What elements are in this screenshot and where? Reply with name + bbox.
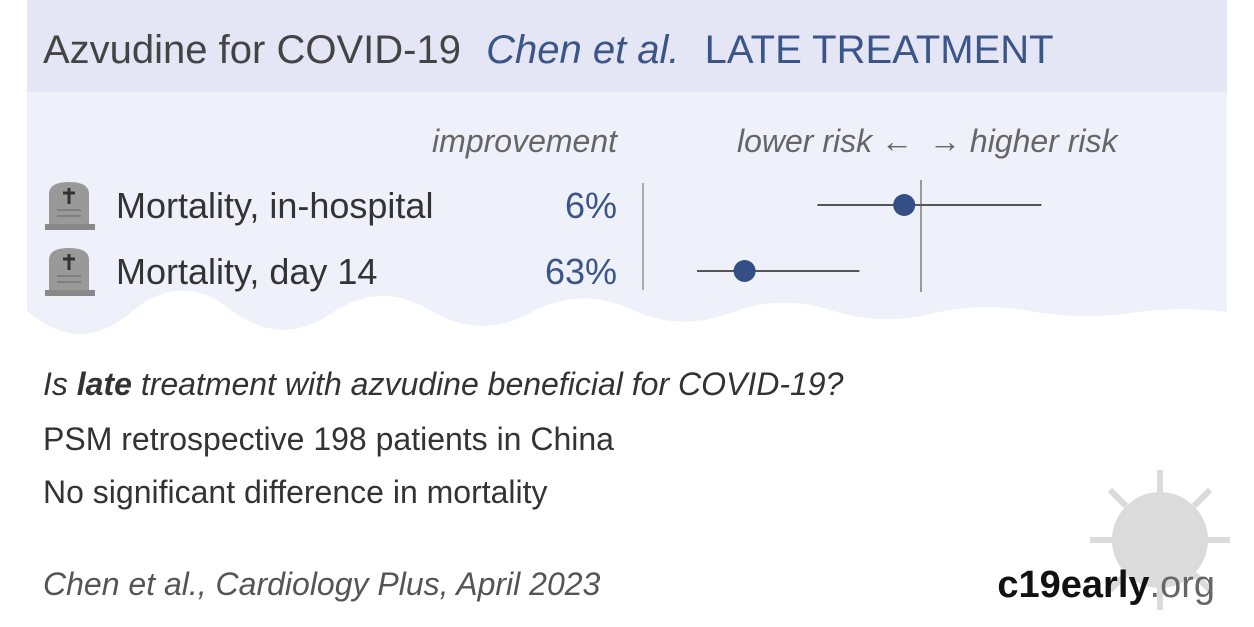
lower-risk-label: lower risk ←	[737, 123, 913, 159]
header-band	[27, 0, 1227, 92]
improvement: 6%	[565, 185, 617, 226]
question-part: Is	[43, 366, 77, 402]
stage: LATE TREATMENT	[705, 28, 1054, 72]
outcome-label: Mortality, day 14	[116, 251, 377, 292]
higher-risk-label: → higher risk	[929, 123, 1120, 159]
brand-domain: .org	[1150, 564, 1215, 606]
risk-ratio	[893, 194, 916, 216]
design: PSM retrospective 198 patients in China	[43, 421, 614, 457]
icons	[45, 182, 95, 296]
improvement-header: improvement	[432, 123, 618, 159]
conclusion: No significant difference in mortality	[43, 474, 548, 510]
brand: c19early.org	[997, 564, 1215, 606]
question-part: treatment with azvudine beneficial for C…	[132, 366, 844, 402]
question-emphasis: late	[77, 366, 132, 402]
results-panel	[27, 92, 1227, 335]
citation: Chen et al., Cardiology Plus, April 2023	[43, 566, 601, 602]
tombstone-icon	[45, 182, 95, 230]
tombstone-icon	[45, 248, 95, 296]
improvement: 63%	[545, 251, 617, 292]
drug: Azvudine for COVID-19	[43, 28, 461, 72]
risk-ratio	[733, 260, 756, 282]
question: Is late treatment with azvudine benefici…	[43, 366, 844, 402]
outcome-label: Mortality, in-hospital	[116, 185, 433, 226]
virus-icon	[1090, 470, 1230, 610]
forest-plot: Mortality, in-hospital 6% Mortality, day 1…	[116, 180, 1042, 292]
title: Azvudine for COVID-19 Chen et al. LATE T…	[43, 28, 1054, 72]
authors: Chen et al.	[486, 28, 679, 72]
brand-name: c19early	[997, 564, 1149, 606]
